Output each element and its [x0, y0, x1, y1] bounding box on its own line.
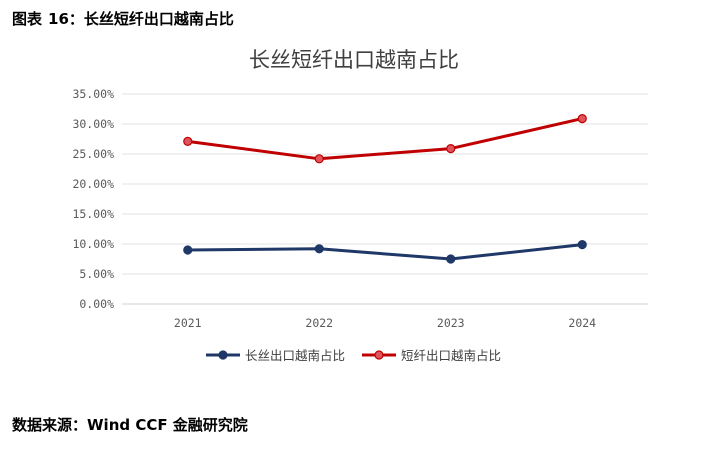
data-point	[446, 254, 456, 264]
chart-title: 长丝短纤出口越南占比	[249, 48, 459, 72]
y-tick-label: 35.00%	[72, 87, 114, 101]
legend-marker	[374, 350, 384, 360]
y-tick-label: 15.00%	[72, 207, 114, 221]
y-tick-label: 25.00%	[72, 147, 114, 161]
data-point	[314, 244, 324, 254]
data-point	[183, 136, 193, 146]
y-tick-label: 5.00%	[79, 267, 114, 281]
figure-caption-text: 长丝短纤出口越南占比	[83, 10, 234, 28]
y-tick-label: 30.00%	[72, 117, 114, 131]
y-tick-label: 0.00%	[79, 297, 114, 311]
y-tick-label: 20.00%	[72, 177, 114, 191]
x-tick-label: 2022	[305, 316, 333, 330]
legend-label: 长丝出口越南占比	[245, 348, 345, 363]
data-point	[577, 113, 587, 124]
y-tick-label: 10.00%	[72, 237, 114, 251]
x-tick-label: 2024	[568, 316, 596, 330]
legend-marker	[218, 350, 228, 360]
legend-label: 短纤出口越南占比	[401, 348, 501, 363]
figure-caption-number: 16：	[48, 10, 84, 28]
source-note: 数据来源：Wind CCF 金融研究院	[12, 416, 248, 434]
x-tick-label: 2021	[174, 316, 202, 330]
x-tick-label: 2023	[437, 316, 465, 330]
data-point	[577, 240, 587, 250]
figure-caption: 图表 16：长丝短纤出口越南占比	[12, 8, 234, 29]
data-point	[446, 144, 456, 154]
series-line-1	[186, 243, 584, 261]
figure-caption-label: 图表	[12, 10, 43, 28]
series-line-2	[186, 117, 584, 161]
data-point	[183, 245, 193, 255]
data-point	[314, 154, 324, 164]
